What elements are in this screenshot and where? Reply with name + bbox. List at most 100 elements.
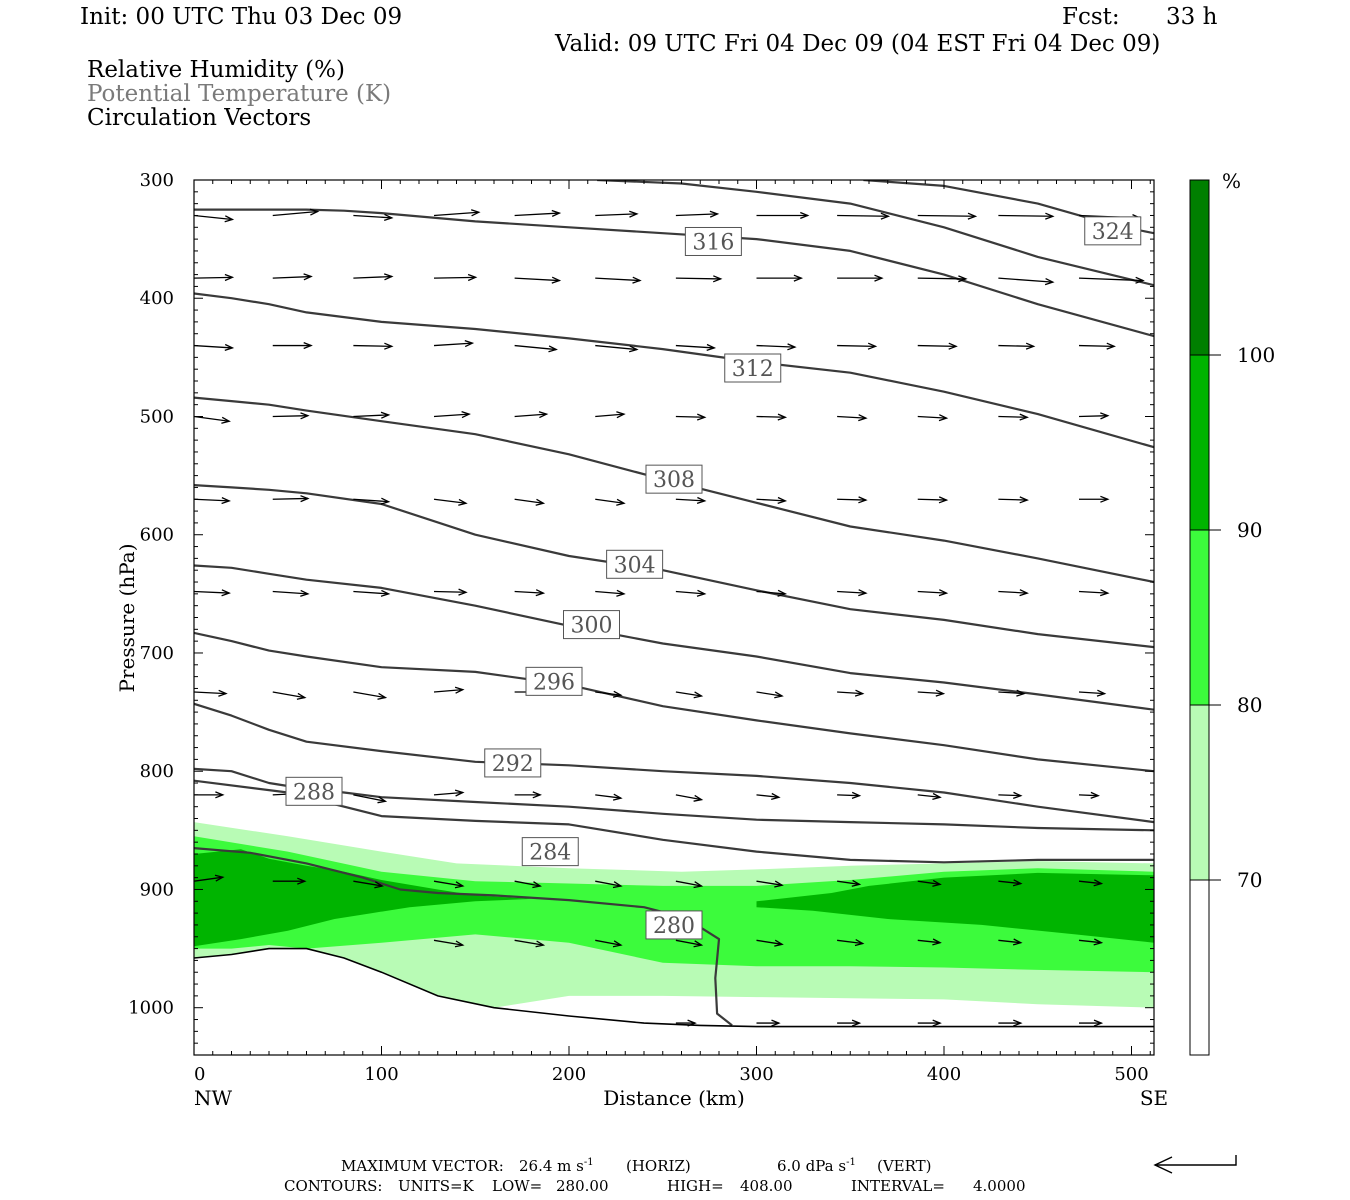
vector-head: [771, 1019, 781, 1027]
circulation-vector: [917, 342, 958, 350]
vector-shaft: [998, 214, 1053, 217]
circulation-vector: [917, 589, 949, 597]
vector-head: [383, 213, 394, 222]
circulation-vector: [1078, 412, 1110, 420]
vector-head: [854, 689, 865, 697]
vector-shaft: [595, 344, 637, 351]
theta-contour-304: [194, 484, 1154, 649]
vector-shaft: [353, 344, 392, 347]
vector-head: [967, 212, 978, 220]
circulation-vector: [675, 1019, 697, 1027]
vector-head: [551, 209, 562, 217]
contour-label-280: 280: [645, 910, 703, 940]
vector-shaft: [675, 213, 718, 217]
circulation-vector: [998, 496, 1029, 504]
y-axis: 300 400 500 600 700 800 900 1000: [128, 170, 1154, 1044]
vector-shaft: [837, 691, 863, 695]
contour-label-288: 288: [285, 776, 343, 806]
theta-contour-320: [597, 180, 1154, 287]
circulation-vector: [756, 496, 788, 505]
vector-shaft: [756, 880, 783, 886]
vector-head: [612, 881, 623, 889]
colorbar-frame: [1189, 179, 1210, 1056]
contour-label-text: 292: [492, 752, 534, 777]
vector-head: [851, 791, 862, 800]
circulation-vector: [1078, 791, 1100, 799]
rh-band-90-100-right: [756, 872, 1154, 943]
vector-head: [454, 686, 465, 694]
circulation-vector: [194, 874, 225, 882]
vector-shaft: [675, 277, 721, 280]
vector-head: [1106, 342, 1116, 350]
vector-head: [535, 498, 546, 506]
vector-head: [532, 791, 542, 799]
vector-shaft: [595, 590, 625, 595]
vector-head: [535, 940, 546, 948]
colorbar-tick-label: 80: [1237, 693, 1262, 717]
vector-head: [224, 343, 235, 352]
vector-head: [693, 881, 704, 889]
vector-shaft: [353, 498, 389, 503]
circulation-vector: [998, 212, 1055, 220]
vector-head: [309, 208, 320, 216]
circulation-vector: [675, 939, 704, 948]
vector-head: [384, 342, 394, 350]
circulation-vector: [514, 276, 562, 284]
vector-head: [461, 410, 471, 419]
vector-shaft: [353, 794, 386, 802]
vector-shaft: [595, 498, 625, 504]
vector-head: [1093, 879, 1104, 887]
circulation-vector: [998, 589, 1029, 597]
vector-head: [300, 412, 310, 420]
theta-contour-300: [194, 564, 1154, 711]
contour-label-text: 312: [732, 357, 774, 382]
circulation-vector: [917, 275, 968, 283]
vector-head: [612, 940, 623, 948]
vector-head: [380, 497, 391, 505]
max-vector-vert-exponent: -1: [846, 1157, 856, 1168]
vector-head: [454, 881, 465, 889]
vector-shaft: [837, 344, 876, 347]
vector-shaft: [998, 498, 1028, 501]
vector-shaft: [433, 590, 467, 593]
contour-label-box: [521, 837, 579, 867]
contour-label-box: [645, 910, 703, 940]
contour-label-300: 300: [563, 610, 620, 640]
circulation-vector: [272, 273, 313, 281]
vector-shaft: [837, 498, 866, 501]
y-tick-label: 500: [140, 406, 174, 427]
vector-head: [880, 212, 891, 220]
vector-shaft: [514, 880, 541, 887]
circulation-vector: [272, 691, 307, 700]
vector-head: [932, 792, 942, 801]
circulation-vector: [837, 589, 868, 597]
vector-head: [296, 692, 307, 700]
vector-head: [1090, 791, 1100, 799]
vector-shaft: [998, 794, 1021, 797]
colorbar-segment: [1190, 180, 1209, 355]
circulation-vector: [514, 589, 546, 597]
circulation-vector: [837, 939, 865, 947]
circulation-vector: [1078, 938, 1104, 946]
vector-shaft: [837, 880, 860, 886]
vector-head: [800, 211, 810, 220]
max-vector-vert-unit: (VERT): [877, 1157, 932, 1175]
circulation-vector: [595, 344, 639, 353]
circulation-vector: [675, 275, 723, 283]
vector-shaft: [433, 880, 463, 887]
circulation-vector: [194, 689, 228, 697]
circulation-vector: [194, 343, 235, 352]
colorbar-segment: [1190, 880, 1209, 1055]
vector-shaft: [194, 415, 230, 422]
vector-shaft: [837, 214, 889, 217]
vector-shaft: [595, 794, 621, 799]
contours-low-label: LOW=: [492, 1177, 542, 1195]
contour-label-304: 304: [606, 549, 664, 579]
vector-head: [612, 793, 623, 801]
vector-head: [777, 496, 788, 505]
circulation-vector: [998, 413, 1029, 421]
vector-head: [616, 411, 626, 419]
contour-labels: 280 284 288 292 296 300 304 308 312 316 324: [285, 216, 1142, 940]
vector-shaft: [917, 415, 947, 419]
terrain-surface: [194, 947, 1154, 1028]
